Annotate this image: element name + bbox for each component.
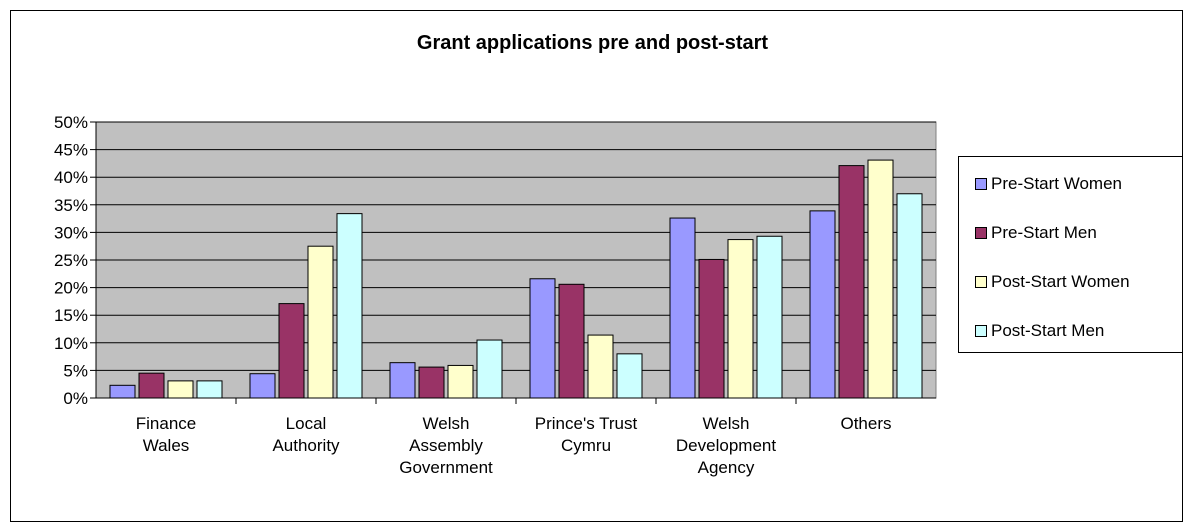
bar: [477, 340, 502, 398]
y-tick-label: 35%: [54, 196, 88, 215]
bar: [308, 246, 333, 398]
bar: [757, 236, 782, 398]
bar: [839, 166, 864, 398]
bar: [728, 240, 753, 398]
x-category-label: Others: [840, 414, 891, 433]
bar: [197, 381, 222, 398]
y-tick-label: 40%: [54, 168, 88, 187]
bar: [868, 160, 893, 398]
legend-swatch: [975, 276, 987, 288]
bar: [168, 381, 193, 398]
bar: [110, 385, 135, 398]
bar: [530, 279, 555, 398]
x-category-label: Assembly: [409, 436, 483, 455]
bar: [250, 374, 275, 398]
y-tick-label: 20%: [54, 279, 88, 298]
y-tick-label: 15%: [54, 306, 88, 325]
bar: [139, 373, 164, 398]
legend-label: Post-Start Men: [991, 321, 1104, 341]
x-category-label: Development: [676, 436, 776, 455]
x-category-label: Government: [399, 458, 493, 477]
legend-item: Pre-Start Women: [975, 174, 1122, 194]
bar: [897, 194, 922, 398]
chart-legend: Pre-Start Women Pre-Start Men Post-Start W…: [958, 156, 1183, 353]
bar: [279, 304, 304, 398]
legend-label: Pre-Start Men: [991, 223, 1097, 243]
bar: [419, 367, 444, 398]
bar: [337, 214, 362, 398]
bar: [588, 335, 613, 398]
legend-item: Pre-Start Men: [975, 223, 1097, 243]
bar: [699, 259, 724, 398]
y-tick-label: 45%: [54, 141, 88, 160]
x-category-label: Welsh: [703, 414, 750, 433]
y-tick-label: 0%: [63, 389, 88, 408]
x-category-label: Welsh: [423, 414, 470, 433]
legend-item: Post-Start Men: [975, 321, 1104, 341]
legend-swatch: [975, 178, 987, 190]
bar: [448, 365, 473, 398]
y-tick-label: 10%: [54, 334, 88, 353]
x-category-label: Prince's Trust: [535, 414, 638, 433]
x-category-label: Cymru: [561, 436, 611, 455]
legend-swatch: [975, 227, 987, 239]
x-category-label: Authority: [272, 436, 340, 455]
y-tick-label: 50%: [54, 113, 88, 132]
legend-label: Pre-Start Women: [991, 174, 1122, 194]
legend-label: Post-Start Women: [991, 272, 1130, 292]
bar: [390, 363, 415, 398]
legend-item: Post-Start Women: [975, 272, 1130, 292]
bar: [670, 218, 695, 398]
legend-swatch: [975, 325, 987, 337]
x-category-label: Agency: [698, 458, 755, 477]
bar: [810, 211, 835, 398]
x-category-label: Local: [286, 414, 327, 433]
x-category-label: Finance: [136, 414, 196, 433]
y-tick-label: 25%: [54, 251, 88, 270]
bar: [559, 284, 584, 398]
y-tick-label: 30%: [54, 223, 88, 242]
y-tick-label: 5%: [63, 361, 88, 380]
x-category-label: Wales: [143, 436, 190, 455]
bar: [617, 354, 642, 398]
